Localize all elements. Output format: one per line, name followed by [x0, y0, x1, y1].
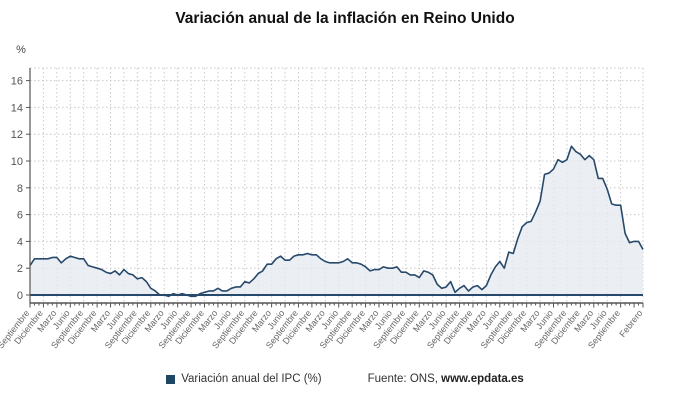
- legend-item: Variación anual del IPC (%): [166, 373, 322, 385]
- x-tick-label: Febrero: [617, 308, 644, 339]
- y-tick-label: 10: [11, 156, 23, 168]
- y-tick-label: 0: [17, 290, 23, 302]
- y-tick-label: 2: [17, 263, 23, 275]
- source-prefix: Fuente: ONS,: [367, 373, 442, 385]
- y-axis-unit-label: %: [16, 44, 26, 56]
- y-tick-label: 14: [11, 102, 23, 114]
- y-tick-label: 4: [17, 236, 23, 248]
- legend-row: Variación anual del IPC (%) Fuente: ONS,…: [0, 373, 690, 385]
- legend-swatch-icon: [166, 374, 176, 384]
- source-site: www.epdata.es: [441, 373, 524, 385]
- chart-title: Variación anual de la inflación en Reino…: [175, 10, 515, 27]
- series-area: [30, 146, 643, 297]
- y-tick-label: 8: [17, 183, 23, 195]
- source-text: Fuente: ONS, www.epdata.es: [368, 373, 524, 385]
- y-tick-label: 16: [11, 76, 23, 88]
- y-tick-label: 12: [11, 129, 23, 141]
- legend-label: Variación anual del IPC (%): [181, 373, 322, 385]
- y-tick-label: 6: [17, 210, 23, 222]
- series-line: [29, 145, 644, 298]
